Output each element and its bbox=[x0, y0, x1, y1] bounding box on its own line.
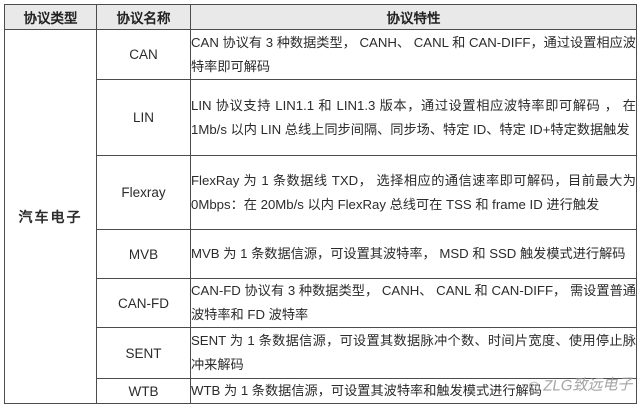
header-row: 协议类型 协议名称 协议特性 bbox=[4, 4, 637, 30]
protocol-name-lin: LIN bbox=[96, 79, 191, 156]
protocol-feature-lin: LIN 协议支持 LIN1.1 和 LIN1.3 版本，通过设置相应波特率即可解… bbox=[190, 79, 637, 156]
protocol-name-canfd: CAN-FD bbox=[96, 278, 191, 328]
protocol-feature-can: CAN 协议有 3 种数据类型， CANH、 CANL 和 CAN-DIFF，通… bbox=[190, 29, 637, 80]
table-row-wtb: WTB WTB 为 1 条数据信源，可设置其波特率和触发模式进行解码 bbox=[5, 378, 637, 404]
protocol-table-container: 协议类型 协议名称 协议特性 汽车电子 CAN CAN 协议有 3 种数据类型，… bbox=[4, 4, 637, 404]
header-protocol-feature: 协议特性 bbox=[190, 4, 637, 30]
protocol-feature-sent: SENT 为 1 条数据信源，可设置其数据脉冲个数、时间片宽度、使用停止脉冲来解… bbox=[190, 327, 637, 379]
table-row-can: 汽车电子 CAN CAN 协议有 3 种数据类型， CANH、 CANL 和 C… bbox=[4, 29, 637, 404]
table-row-flexray: Flexray FlexRay 为 1 条数据线 TXD， 选择相应的通信速率即… bbox=[5, 155, 637, 230]
protocol-table: 协议类型 协议名称 协议特性 汽车电子 CAN CAN 协议有 3 种数据类型，… bbox=[4, 4, 637, 404]
protocol-name-can: CAN bbox=[96, 29, 191, 80]
protocol-name-wtb: WTB bbox=[96, 378, 191, 404]
protocol-name-flexray: Flexray bbox=[96, 155, 191, 230]
table-row-canfd: CAN-FD CAN-FD 协议有 3 种数据类型， CANH、 CANL 和 … bbox=[5, 278, 637, 328]
protocol-feature-flexray: FlexRay 为 1 条数据线 TXD， 选择相应的通信速率即可解码，目前最大… bbox=[190, 155, 637, 230]
protocol-name-sent: SENT bbox=[96, 327, 191, 379]
category-automotive-electronics: 汽车电子 bbox=[4, 29, 97, 404]
protocol-feature-wtb: WTB 为 1 条数据信源，可设置其波特率和触发模式进行解码 bbox=[190, 378, 637, 404]
header-protocol-name: 协议名称 bbox=[96, 4, 191, 30]
table-row-mvb: MVB MVB 为 1 条数据信源，可设置其波特率， MSD 和 SSD 触发模… bbox=[5, 229, 637, 279]
protocol-feature-mvb: MVB 为 1 条数据信源，可设置其波特率， MSD 和 SSD 触发模式进行解… bbox=[190, 229, 637, 279]
table-row-sent: SENT SENT 为 1 条数据信源，可设置其数据脉冲个数、时间片宽度、使用停… bbox=[5, 327, 637, 379]
table-row-lin: LIN LIN 协议支持 LIN1.1 和 LIN1.3 版本，通过设置相应波特… bbox=[5, 79, 637, 156]
protocol-feature-canfd: CAN-FD 协议有 3 种数据类型， CANH、 CANL 和 CAN-DIF… bbox=[190, 278, 637, 328]
header-protocol-type: 协议类型 bbox=[4, 4, 97, 30]
protocol-name-mvb: MVB bbox=[96, 229, 191, 279]
